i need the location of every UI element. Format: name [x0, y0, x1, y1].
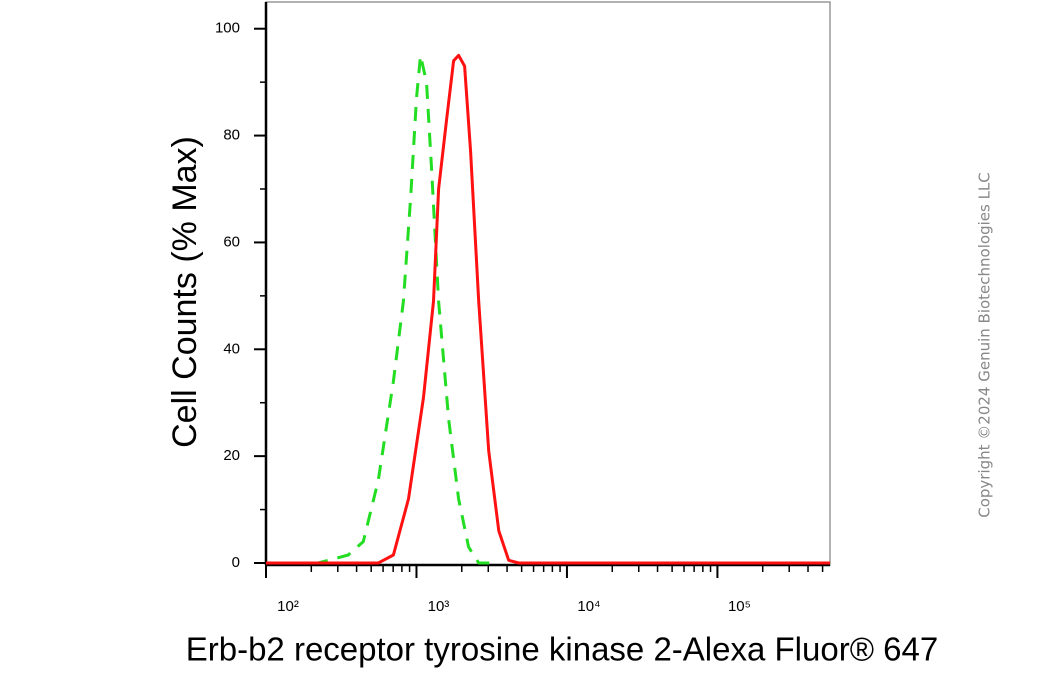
x-tick-label: 10⁴ — [577, 598, 600, 615]
histogram-line — [266, 53, 499, 565]
x-tick-label: 10² — [277, 598, 299, 615]
y-tick-label: 60 — [223, 233, 240, 250]
y-axis-label: Cell Counts (% Max) — [166, 136, 204, 448]
y-tick-label: 0 — [232, 554, 240, 571]
y-tick-label: 80 — [223, 127, 240, 144]
x-tick-label: 10³ — [428, 598, 450, 615]
y-tick-label: 100 — [215, 20, 240, 37]
y-tick-label: 40 — [223, 340, 240, 357]
y-tick-label: 20 — [223, 447, 240, 464]
x-axis-label: Erb-b2 receptor tyrosine kinase 2-Alexa … — [186, 631, 939, 668]
histogram-line — [266, 53, 830, 565]
watermark: Copyright ©2024 Genuin Biotechnologies L… — [976, 172, 994, 518]
x-tick-label: 10⁵ — [728, 598, 751, 615]
